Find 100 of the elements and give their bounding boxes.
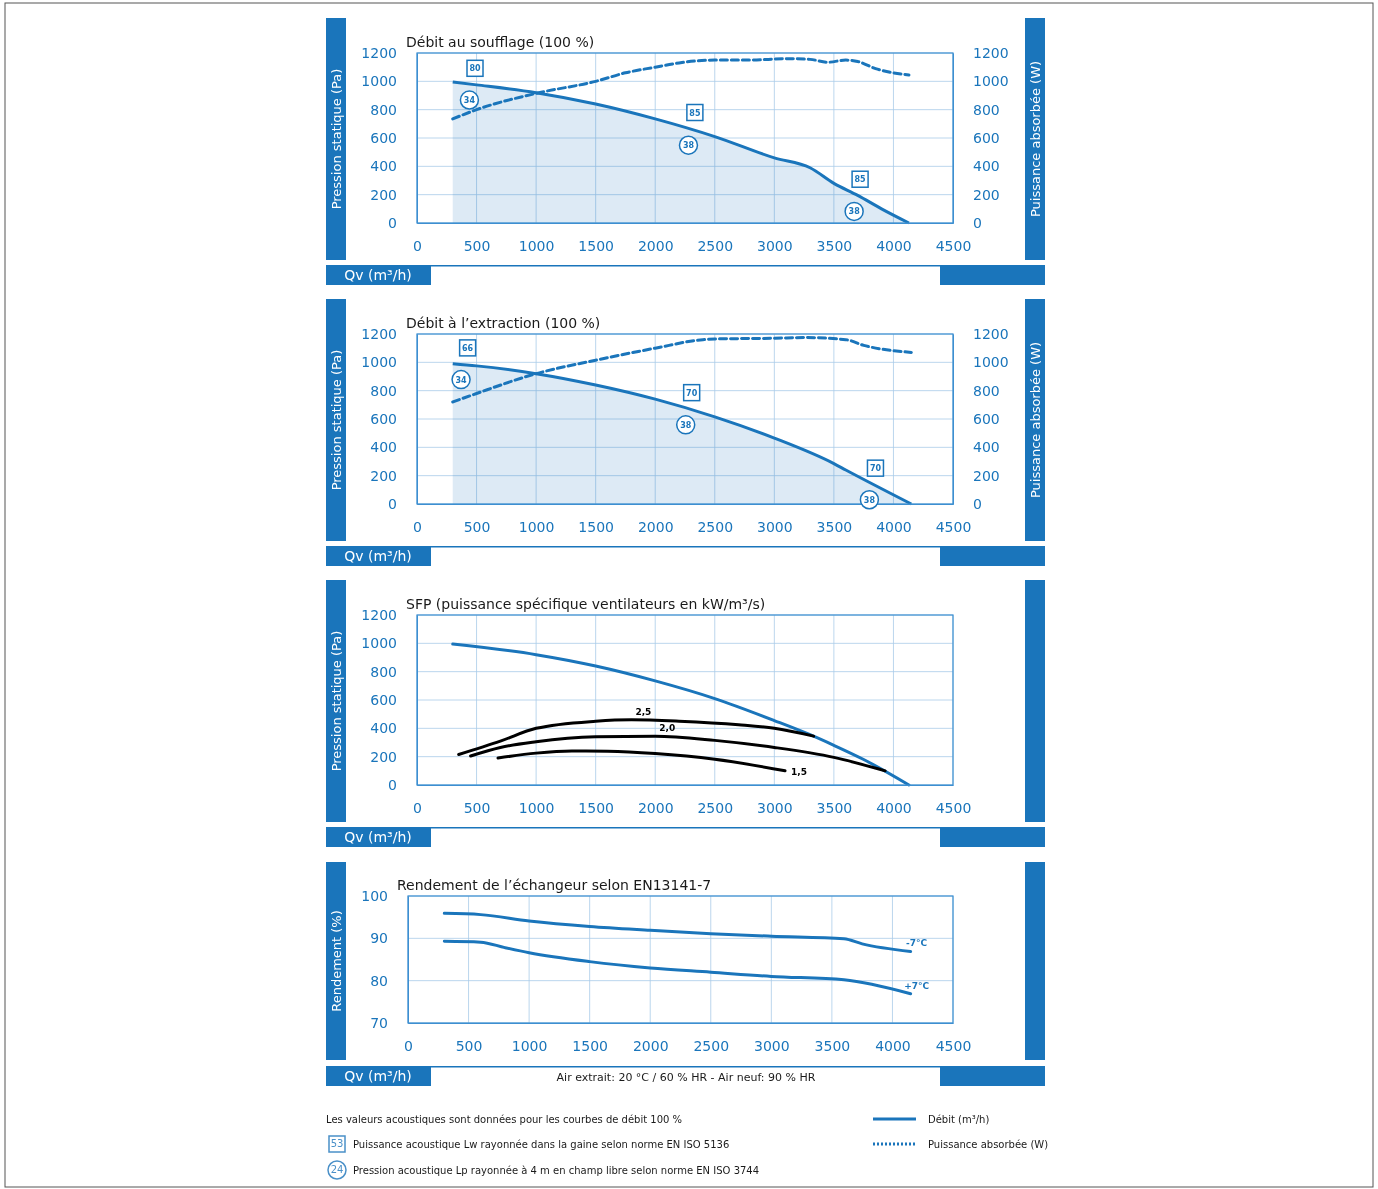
y2-tick-label: 800 (973, 101, 1000, 118)
x-tick-label: 1500 (578, 799, 614, 816)
x-tick-label: 4000 (876, 237, 912, 254)
y2-tick-label: 200 (973, 186, 1000, 203)
x-tick-label: 0 (413, 518, 422, 535)
y2-tick-label: 1200 (973, 44, 1009, 61)
annotation: 38 (682, 141, 695, 151)
x-tick-label: 0 (413, 799, 422, 816)
series-label: 1,5 (791, 766, 808, 777)
x-tick-label: 500 (463, 518, 491, 535)
chart-title: Débit au soufflage (100 %) (406, 34, 595, 50)
annotation: 80 (469, 64, 481, 74)
x-tick-label: 1500 (572, 1037, 608, 1054)
y-tick-label: 600 (370, 410, 397, 427)
y-tick-label: 800 (370, 382, 397, 399)
y-tick-label: 600 (370, 129, 397, 146)
x-tick-label: 2000 (637, 237, 674, 254)
x-tick-label: 3500 (816, 518, 853, 535)
annotation: 70 (686, 388, 698, 398)
series-label: 2,5 (635, 706, 652, 717)
y2-axis-title: Puissance absorbée (W) (1028, 60, 1043, 218)
x-tick-label: 1000 (511, 1037, 548, 1054)
x-tick-label: 4500 (935, 799, 972, 816)
x-tick-label: 2000 (637, 518, 674, 535)
y-tick-label: 70 (370, 1014, 388, 1031)
y2-tick-label: 800 (973, 382, 1000, 399)
x-axis-title: Qv (m³/h) (344, 829, 412, 845)
text: 24 (330, 1164, 344, 1175)
y-tick-label: 400 (370, 439, 397, 456)
y2-tick-label: 1200 (973, 325, 1009, 342)
annotation: 38 (863, 495, 876, 505)
y-tick-label: 800 (370, 101, 397, 118)
legend-label: Puissance absorbée (W) (928, 1139, 1049, 1150)
x-tick-label: 500 (463, 237, 491, 254)
y2-tick-label: 1000 (973, 354, 1009, 371)
annotation: 85 (854, 175, 867, 185)
line-series (496, 749, 787, 773)
annotation: 34 (455, 375, 468, 385)
text: 53 (330, 1138, 344, 1149)
y2-tick-label: 0 (973, 214, 982, 231)
x-axis-title: Qv (m³/h) (344, 267, 412, 283)
y2-tick-label: 600 (973, 410, 1000, 427)
x-tick-label: 4500 (935, 518, 972, 535)
y-axis-title: Pression statique (Pa) (329, 349, 344, 491)
y2-tick-label: 400 (973, 439, 1000, 456)
x-tick-label: 3000 (754, 1037, 790, 1054)
y2-tick-label: 600 (973, 129, 1000, 146)
x-tick-label: 0 (404, 1037, 413, 1054)
chart-title: SFP (puissance spécifique ventilateurs en kW/m³/s) (406, 596, 766, 612)
y-tick-label: 1000 (361, 73, 397, 90)
x-tick-label: 3000 (757, 799, 793, 816)
y-tick-label: 600 (370, 691, 397, 708)
x-tick-label: 3000 (757, 237, 793, 254)
x-tick-label: 1500 (578, 237, 614, 254)
x-tick-label: 2000 (632, 1037, 669, 1054)
y-tick-label: 80 (370, 972, 388, 989)
annotation: 38 (680, 420, 692, 430)
x-tick-label: 2000 (637, 799, 674, 816)
x-tick-label: 500 (455, 1037, 483, 1054)
y-axis-title: Pression statique (Pa) (329, 68, 344, 210)
y-tick-label: 1200 (361, 606, 397, 623)
chart-title: Rendement de l’échangeur selon EN13141-7 (397, 877, 712, 893)
series-label: -7°C (906, 938, 928, 949)
annotation: 34 (463, 96, 476, 106)
x-tick-label: 500 (463, 799, 491, 816)
y-tick-label: 0 (388, 214, 397, 231)
y-tick-label: 200 (370, 467, 397, 484)
x-tick-label: 2500 (693, 1037, 730, 1054)
x-tick-label: 3500 (816, 237, 853, 254)
x-tick-label: 3000 (757, 518, 793, 535)
y-tick-label: 200 (370, 186, 397, 203)
x-tick-label: 2500 (697, 518, 734, 535)
x-tick-label: 1500 (578, 518, 614, 535)
x-axis-title: Qv (m³/h) (344, 1068, 412, 1084)
x-tick-label: 0 (413, 237, 422, 254)
series-label: 2,0 (659, 723, 676, 734)
annotation: 70 (869, 464, 882, 474)
x-tick-label: 3500 (816, 799, 853, 816)
line-series (451, 642, 911, 787)
annotation: 38 (848, 207, 861, 217)
y2-axis-title: Puissance absorbée (W) (1028, 341, 1043, 499)
x-tick-label: 1000 (518, 518, 555, 535)
x-tick-label: 1000 (518, 237, 555, 254)
y-axis-title: Rendement (%) (329, 910, 344, 1012)
y-tick-label: 0 (388, 776, 397, 793)
y-tick-label: 1200 (361, 325, 397, 342)
y-tick-label: 1000 (361, 635, 397, 652)
series-label: +7°C (904, 980, 930, 991)
y2-tick-label: 400 (973, 158, 1000, 175)
y2-tick-label: 0 (973, 495, 982, 512)
text: Pression acoustique Lp rayonnée à 4 m en champ libre selon norme EN ISO 3744 (353, 1165, 760, 1176)
y-tick-label: 400 (370, 158, 397, 175)
x-axis-title: Qv (m³/h) (344, 548, 412, 564)
y2-tick-label: 1000 (973, 73, 1009, 90)
y-tick-label: 0 (388, 495, 397, 512)
legend-label: Débit (m³/h) (928, 1114, 990, 1125)
y-tick-label: 90 (370, 930, 388, 947)
y-tick-label: 200 (370, 748, 397, 765)
y-tick-label: 400 (370, 720, 397, 737)
y-axis-title: Pression statique (Pa) (329, 630, 344, 772)
